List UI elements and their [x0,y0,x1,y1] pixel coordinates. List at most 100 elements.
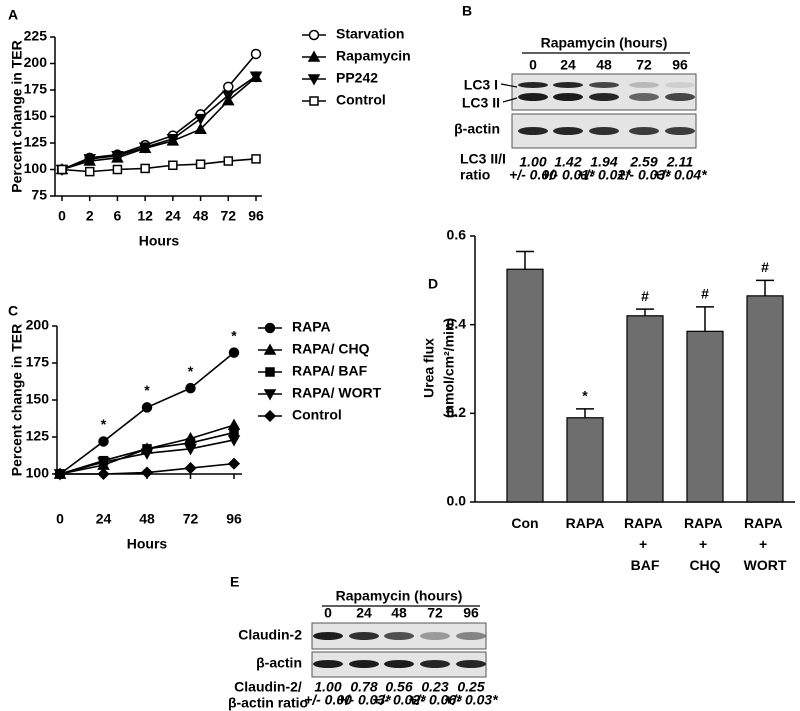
x-tick-label: 96 [248,208,264,224]
band [456,660,486,668]
blot-title: Rapamycin (hours) [336,588,463,604]
ratio-value: 1.94 [590,154,617,170]
ratio-value: 1.00 [314,679,341,695]
bar [626,315,664,503]
arrow [502,97,518,103]
x-tick-label: 96 [226,511,242,527]
marker [97,467,110,481]
panel-label: D [428,276,438,292]
ratio-value: 0.56 [385,679,412,695]
ratio-error: +/- 0.02* [372,692,426,708]
marker [227,457,241,470]
band [313,632,343,640]
ratio-value: 1.42 [554,154,581,170]
label-line: RAPA [566,515,605,531]
marker [166,134,180,146]
y-tick-label: 175 [26,354,50,370]
band [589,82,619,88]
marker [184,444,197,456]
y-tick-label: 0.6 [447,227,467,243]
y-tick-label: 200 [24,54,48,70]
marker [265,367,275,377]
marker [249,71,263,83]
x-tick-label: 24 [96,511,112,527]
band [349,660,379,668]
lane-label: 24 [560,57,576,73]
band [665,82,695,88]
legend-label: PP242 [336,70,378,86]
y-tick-label: 175 [24,81,48,97]
marker [223,81,234,93]
x-tick-label: 24 [165,208,181,224]
marker [84,166,95,177]
y-tick-label: 0.2 [447,404,467,420]
band [665,93,695,101]
marker [194,113,207,126]
bar [686,330,724,503]
row-label: β-actin [256,655,302,671]
marker [112,164,123,175]
band [420,660,450,668]
marker [307,74,321,86]
x-tick-label: RAPA + WORT [744,515,787,573]
blot-title: Rapamycin (hours) [541,35,668,51]
x-tick-label: 48 [139,511,155,527]
ratio-value: 1.00 [519,154,546,170]
legend-label: Rapamycin [336,48,411,64]
x-tick-label: 0 [58,208,66,224]
marker [223,156,234,166]
marker [228,347,240,358]
marker [98,436,109,447]
ratio-error: +/- 0.03* [444,692,498,708]
legend-label: Control [336,92,386,108]
y-tick-label: 100 [24,160,48,176]
y-tick-label: 150 [24,107,48,123]
marker [53,467,67,481]
x-tick-label: 48 [193,208,209,224]
ratio-value: 0.78 [350,679,377,695]
ratio-error: +/- 0.01* [541,167,595,183]
ratio-label: β-actin ratio [228,695,308,711]
legend-label: Control [292,407,342,423]
band [629,93,659,101]
band [420,632,450,640]
legend-label: RAPA/ WORT [292,385,382,401]
y-tick-label: 200 [26,317,50,333]
blot-panel [511,73,697,111]
y-tick-label: 0.0 [447,493,467,509]
label-line: RAPA [744,515,786,531]
marker [263,409,277,423]
label-line: BAF [631,557,660,573]
bar-label: # [701,286,709,302]
x-tick-label: 6 [114,208,122,224]
band [384,660,414,668]
marker [97,457,110,469]
marker [308,29,320,41]
series-line [61,75,257,171]
ratio-error: +/- 0.00 [509,167,557,183]
band [553,82,583,88]
y-axis-label: Urea flux [421,338,437,398]
marker [140,448,154,460]
ratio-error: +/- 0.03* [617,167,671,183]
bar-label: # [641,288,649,304]
ratio-value: 2.59 [629,154,657,170]
lane-label: 72 [636,57,652,73]
label-line: Con [511,515,538,531]
marker [141,402,153,413]
bar-label: # [761,259,769,275]
marker [138,142,152,154]
significance-mark: * [231,327,237,343]
lane-label: 48 [596,57,612,73]
panel-label: C [8,303,18,319]
marker [227,435,241,447]
marker [195,159,206,169]
label-line: + [699,536,711,552]
label-line: + [759,536,771,552]
bar [506,268,544,503]
legend-label: RAPA [292,319,331,335]
band [384,632,414,640]
lane-label: 48 [391,605,407,621]
marker [140,466,154,479]
ratio-error: +/- 0.06* [408,692,462,708]
